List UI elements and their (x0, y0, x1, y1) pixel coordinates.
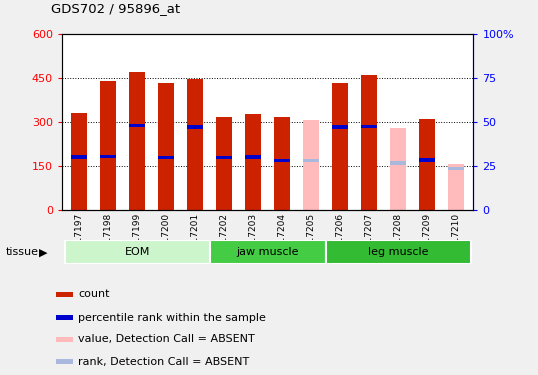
Bar (361, 75, 377, 210)
Bar (187, 79, 203, 210)
Text: GDS702 / 95896_at: GDS702 / 95896_at (51, 2, 180, 15)
Bar (216, 156, 232, 159)
Bar (361, 124, 377, 128)
Text: leg muscle: leg muscle (368, 247, 428, 257)
Text: rank, Detection Call = ABSENT: rank, Detection Call = ABSENT (79, 357, 250, 367)
Bar (245, 114, 261, 210)
Bar (56, 315, 73, 320)
Bar (390, 161, 406, 165)
Bar (187, 125, 203, 129)
Bar (129, 124, 145, 127)
Bar (332, 125, 348, 129)
Text: EOM: EOM (124, 247, 150, 257)
Bar (390, 128, 406, 210)
Bar (65, 240, 210, 264)
Text: ▶: ▶ (39, 247, 47, 257)
Bar (56, 337, 73, 342)
Bar (158, 156, 174, 159)
Bar (448, 164, 464, 210)
Bar (100, 81, 116, 210)
Bar (274, 159, 290, 162)
Text: jaw muscle: jaw muscle (236, 247, 299, 257)
Bar (100, 155, 116, 158)
Bar (419, 158, 435, 162)
Bar (419, 119, 435, 210)
Bar (210, 240, 325, 264)
Bar (448, 166, 464, 170)
Bar (332, 83, 348, 210)
Bar (303, 159, 319, 162)
Text: value, Detection Call = ABSENT: value, Detection Call = ABSENT (79, 334, 255, 344)
Bar (56, 292, 73, 297)
Bar (245, 155, 261, 159)
Bar (325, 240, 471, 264)
Bar (56, 359, 73, 364)
Bar (216, 117, 232, 210)
Text: count: count (79, 290, 110, 299)
Bar (129, 72, 145, 210)
Text: tissue: tissue (5, 247, 38, 257)
Bar (303, 120, 319, 210)
Bar (72, 155, 87, 159)
Text: percentile rank within the sample: percentile rank within the sample (79, 313, 266, 323)
Bar (72, 113, 87, 210)
Bar (158, 83, 174, 210)
Bar (274, 117, 290, 210)
